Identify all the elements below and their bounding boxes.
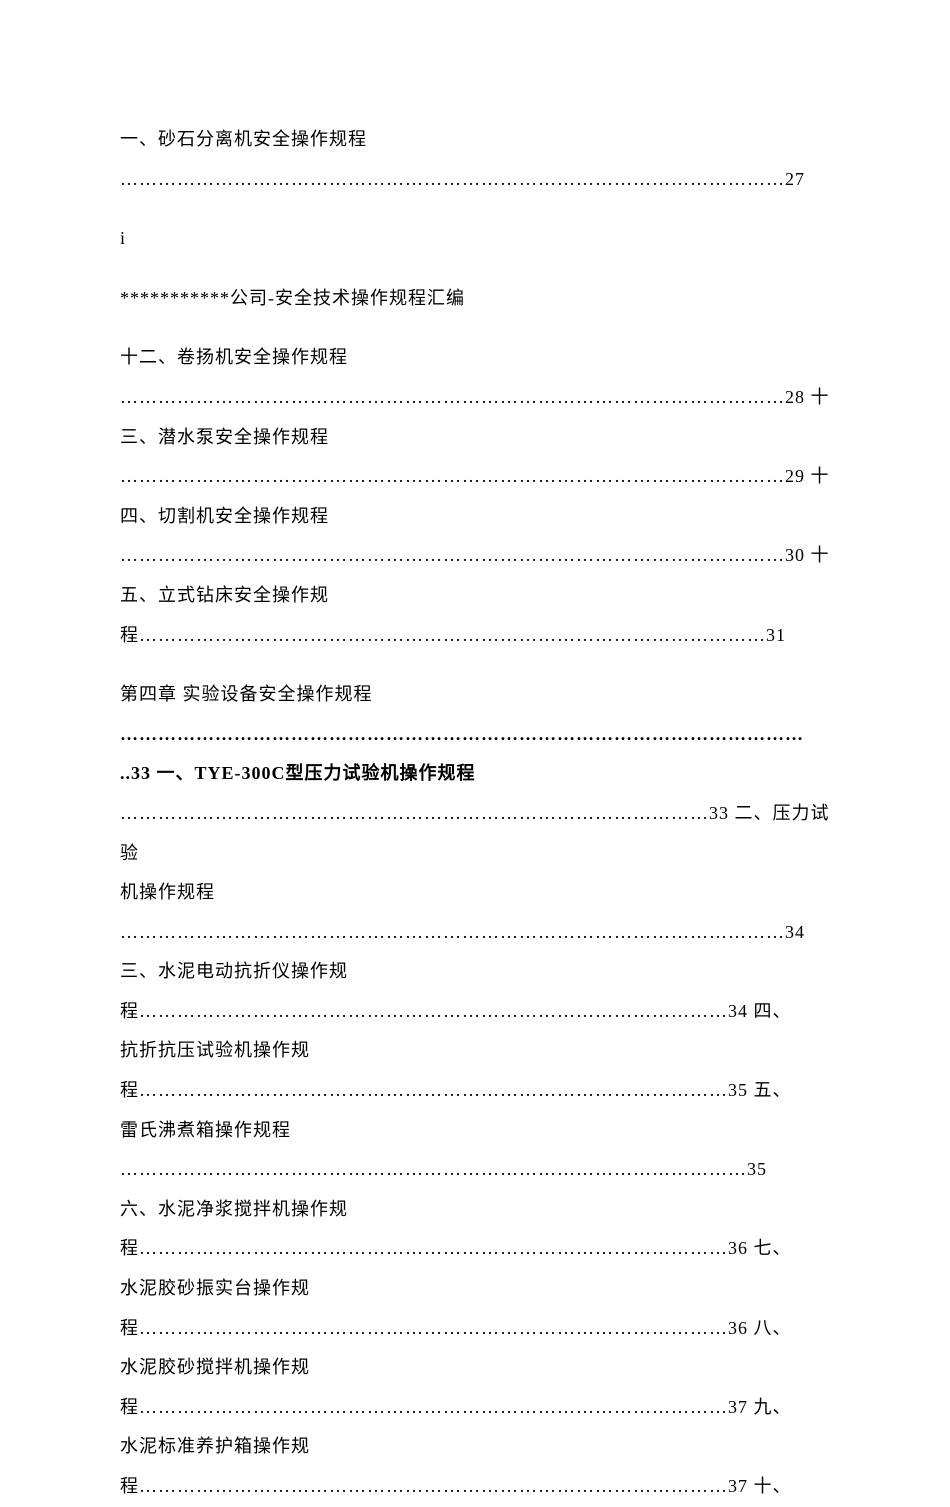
toc-line: ………………………………………………………………………………………35 <box>120 1150 830 1190</box>
toc-line: 雷氏沸煮箱操作规程 <box>120 1111 830 1151</box>
toc-line: 水泥胶砂振实台操作规 <box>120 1269 830 1309</box>
toc-line: 程…………………………………………………………………………………37 十、 <box>120 1467 830 1507</box>
toc-line: 一、砂石分离机安全操作规程 <box>120 120 830 160</box>
toc-line: ……………………………………………………………………………………………29 十 <box>120 457 830 497</box>
spacer <box>120 655 830 675</box>
toc-container: 一、砂石分离机安全操作规程………………………………………………………………………… <box>120 120 830 1507</box>
toc-line: 五、立式钻床安全操作规 <box>120 576 830 616</box>
toc-line: 程…………………………………………………………………………………36 八、 <box>120 1309 830 1349</box>
toc-line: ……………………………………………………………………………………………27 <box>120 160 830 200</box>
spacer <box>120 318 830 338</box>
toc-line: 三、潜水泵安全操作规程 <box>120 418 830 458</box>
toc-line: 程…………………………………………………………………………………37 九、 <box>120 1388 830 1428</box>
toc-line: 抗折抗压试验机操作规 <box>120 1031 830 1071</box>
toc-line: i <box>120 219 830 259</box>
toc-line: 程…………………………………………………………………………………35 五、 <box>120 1071 830 1111</box>
spacer <box>120 199 830 219</box>
toc-line: 程………………………………………………………………………………………31 <box>120 616 830 656</box>
toc-line: 三、水泥电动抗折仪操作规 <box>120 952 830 992</box>
toc-line: 水泥胶砂搅拌机操作规 <box>120 1348 830 1388</box>
toc-line: 程…………………………………………………………………………………36 七、 <box>120 1229 830 1269</box>
toc-line: 第四章 实验设备安全操作规程 <box>120 675 830 715</box>
toc-line: ..33 一、TYE-300C型压力试验机操作规程 <box>120 754 830 794</box>
toc-line: 六、水泥净浆搅拌机操作规 <box>120 1190 830 1230</box>
toc-line: ……………………………………………………………………………………………30 十 <box>120 536 830 576</box>
spacer <box>120 259 830 279</box>
toc-line: 四、切割机安全操作规程 <box>120 497 830 537</box>
toc-line: …………………………………………………………………………………33 二、压力试验 <box>120 794 830 873</box>
toc-line: 机操作规程 <box>120 873 830 913</box>
toc-line: 十二、卷扬机安全操作规程 <box>120 338 830 378</box>
toc-line: 水泥标准养护箱操作规 <box>120 1427 830 1467</box>
toc-line: ……………………………………………………………………………………………34 <box>120 913 830 953</box>
toc-line: ***********公司-安全技术操作规程汇编 <box>120 279 830 319</box>
toc-line: ……………………………………………………………………………………………… <box>120 715 830 755</box>
toc-line: 程…………………………………………………………………………………34 四、 <box>120 992 830 1032</box>
toc-line: ……………………………………………………………………………………………28 十 <box>120 378 830 418</box>
